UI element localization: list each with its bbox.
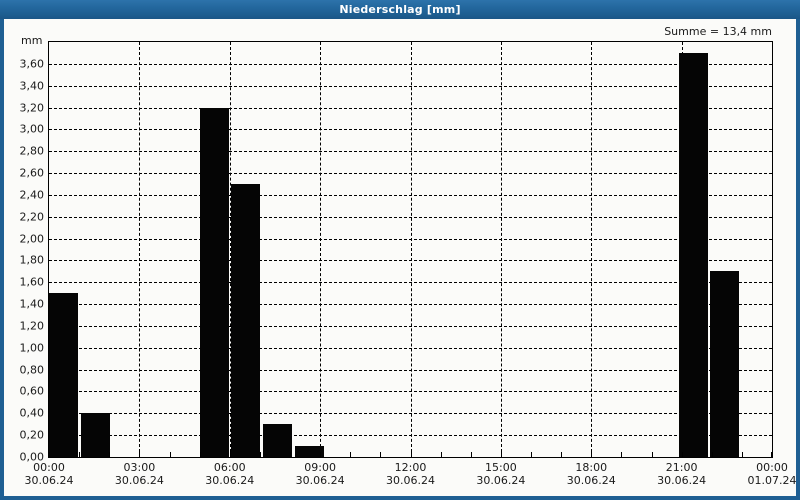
x-axis-tick	[350, 452, 352, 457]
y-axis-tick-label: 3,00	[19, 122, 45, 136]
x-axis-tick	[79, 452, 81, 457]
plot-area	[48, 41, 773, 458]
x-axis-tick	[500, 452, 502, 457]
x-axis-tick	[199, 452, 201, 457]
x-axis-tick	[561, 452, 563, 457]
x-axis-tick-date: 30.06.24	[657, 474, 707, 487]
x-axis-tick-date: 30.06.24	[566, 474, 616, 487]
x-axis-labels: 00:00 30.06.24 03:00 30.06.24 06:00 30.06.24 0…	[25, 461, 796, 493]
x-axis-tick-time: 18:00	[575, 461, 608, 474]
y-axis-unit-label: mm	[21, 34, 43, 47]
y-axis-tick-label: 1,60	[19, 275, 45, 289]
gridline-vertical	[229, 42, 231, 457]
sum-annotation: Summe = 13,4 mm	[664, 25, 772, 38]
x-axis-tick	[380, 452, 382, 457]
x-axis-tick-date: 30.06.24	[295, 474, 345, 487]
x-axis-tick	[591, 452, 593, 457]
x-axis-tick-date: 30.06.24	[386, 474, 435, 487]
x-axis-tick-label: 03:00 30.06.24	[115, 461, 164, 487]
y-axis-tick-label: 0,40	[19, 406, 45, 420]
x-axis-tick	[259, 452, 261, 457]
x-axis-tick	[49, 452, 50, 457]
y-axis-tick-label: 2,60	[19, 166, 45, 180]
x-axis-tick	[440, 452, 442, 457]
y-axis-tick-label: 3,20	[19, 101, 45, 115]
y-axis-tick-label: 3,40	[19, 79, 45, 93]
x-axis-tick	[169, 452, 171, 457]
gridline-vertical	[320, 42, 322, 457]
x-axis-tick-time: 06:00	[213, 461, 246, 474]
x-axis-tick-date: 30.06.24	[476, 474, 526, 487]
x-axis-tick-label: 12:00 30.06.24	[386, 461, 435, 487]
bar	[49, 293, 78, 457]
x-axis-tick-label: 09:00 30.06.24	[296, 461, 345, 487]
x-axis-tick	[320, 452, 322, 457]
x-axis-tick	[290, 452, 291, 457]
x-axis-tick	[470, 452, 472, 457]
x-axis-tick	[139, 452, 141, 457]
gridline-vertical	[410, 42, 412, 457]
y-axis-tick-label: 3,60	[19, 57, 45, 71]
y-axis-tick-label: 2,40	[19, 188, 45, 202]
y-axis-tick-label: 1,00	[19, 341, 45, 355]
x-axis-tick-label: 00:00 30.06.24	[25, 461, 74, 487]
y-axis-tick-label: 1,40	[19, 297, 45, 311]
x-axis-tick-time: 15:00	[485, 461, 517, 474]
x-axis-tick-time: 00:00	[756, 461, 788, 474]
x-axis-tick	[741, 452, 743, 457]
y-axis-tick-label: 0,80	[19, 363, 45, 377]
x-axis-tick	[651, 452, 653, 457]
y-axis-tick-label: 1,80	[19, 253, 45, 267]
bar	[262, 424, 292, 457]
x-axis-tick-date: 30.06.24	[114, 474, 164, 487]
x-axis-tick-time: 09:00	[304, 461, 336, 474]
x-axis-tick	[711, 452, 713, 457]
x-axis-tick	[410, 452, 412, 457]
x-axis-tick	[531, 452, 532, 457]
y-axis-tick-label: 2,80	[19, 144, 45, 158]
gridline-vertical	[500, 42, 502, 457]
chart-canvas: Summe = 13,4 mm mm 0,00 0,20 0,40 0,60 0,80 1…	[0, 19, 800, 496]
x-axis-tick-label: 18:00 30.06.24	[567, 461, 616, 487]
x-axis-tick-date: 01.07.24	[747, 474, 797, 487]
bar	[80, 413, 110, 457]
y-axis-tick-label: 1,20	[19, 319, 45, 333]
x-axis-tick	[109, 452, 111, 457]
x-axis-tick-date: 30.06.24	[205, 474, 255, 487]
x-axis-tick-label: 00:00 01.07.24	[747, 461, 797, 487]
y-axis-tick-label: 0,00	[19, 450, 45, 464]
bar	[710, 271, 740, 457]
x-axis-tick-time: 00:00	[33, 461, 65, 474]
x-axis-tick-label: 21:00 30.06.24	[657, 461, 706, 487]
x-axis-tick-time: 21:00	[665, 461, 698, 474]
x-axis-tick	[771, 452, 772, 457]
bar	[231, 183, 261, 457]
x-axis-tick-date: 30.06.24	[24, 474, 74, 487]
y-axis-tick-label: 2,00	[19, 232, 45, 246]
x-axis-tick-time: 12:00	[394, 461, 427, 474]
window-titlebar: Niederschlag [mm]	[0, 0, 800, 19]
bar	[294, 446, 324, 457]
x-axis-tick	[229, 452, 231, 457]
x-axis-tick-time: 03:00	[123, 461, 156, 474]
y-axis-tick-label: 0,20	[19, 428, 45, 442]
window-title: Niederschlag [mm]	[339, 3, 461, 16]
gridline-vertical	[139, 42, 141, 457]
y-axis-tick-label: 2,20	[19, 210, 45, 224]
y-axis-labels: 0,00 0,20 0,40 0,60 0,80 1,00 1,20 1,40 1,60 1,80…	[4, 41, 45, 463]
bar	[678, 52, 708, 457]
plot-inner	[49, 42, 772, 457]
x-axis-tick	[621, 452, 623, 457]
x-axis-tick-label: 06:00 30.06.24	[205, 461, 254, 487]
gridline-vertical	[591, 42, 593, 457]
y-axis-tick-label: 0,60	[19, 384, 45, 398]
bar	[199, 107, 229, 457]
x-axis-tick	[681, 452, 683, 457]
x-axis-tick-label: 15:00 30.06.24	[476, 461, 525, 487]
